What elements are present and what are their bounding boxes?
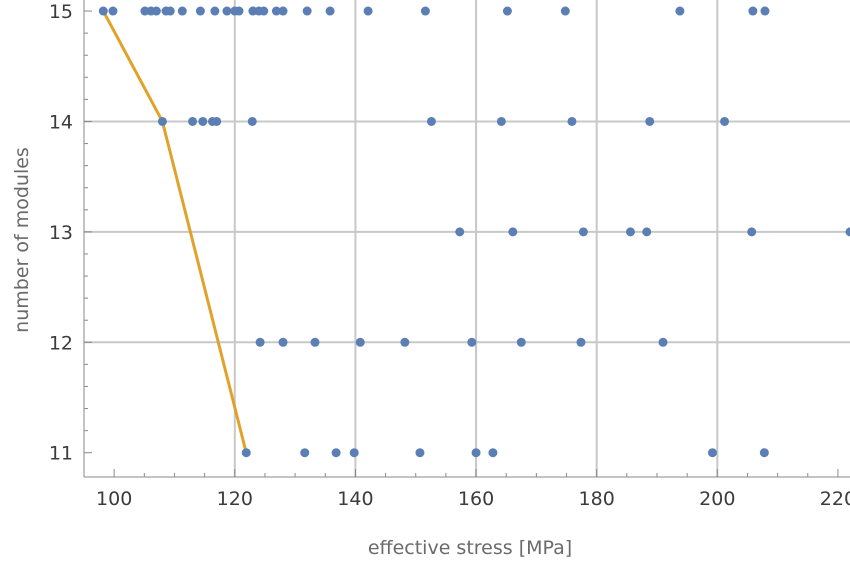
- data-point: [157, 116, 167, 126]
- data-point: [198, 116, 208, 126]
- data-point: [300, 448, 310, 458]
- data-point: [516, 337, 526, 347]
- tick-labels: 100 120 140 160 180 200 220 11 12 13 14 15: [49, 1, 850, 510]
- x-tick-label-180: 180: [579, 488, 615, 510]
- data-point: [471, 448, 481, 458]
- data-point: [278, 6, 288, 16]
- data-point: [255, 337, 265, 347]
- data-point: [415, 448, 425, 458]
- data-point: [222, 6, 232, 16]
- data-point: [325, 6, 335, 16]
- data-point: [331, 448, 341, 458]
- data-point: [642, 227, 652, 237]
- data-point: [567, 116, 577, 126]
- data-point: [467, 337, 477, 347]
- y-tick-label-13: 13: [49, 222, 73, 244]
- data-point: [349, 448, 359, 458]
- data-point: [508, 227, 518, 237]
- data-point: [151, 6, 161, 16]
- data-point: [747, 227, 757, 237]
- data-point: [759, 448, 769, 458]
- data-point: [188, 116, 198, 126]
- data-point: [845, 227, 850, 237]
- data-point: [247, 116, 257, 126]
- data-point: [420, 6, 430, 16]
- x-tick-label-160: 160: [458, 488, 494, 510]
- data-point: [195, 6, 205, 16]
- x-tick-label-140: 140: [337, 488, 373, 510]
- y-tick-label-14: 14: [49, 111, 73, 133]
- data-point: [645, 116, 655, 126]
- data-point: [259, 6, 269, 16]
- data-point: [310, 337, 320, 347]
- gridlines: [84, 0, 850, 477]
- data-point: [488, 448, 498, 458]
- data-point: [108, 6, 118, 16]
- data-point: [576, 337, 586, 347]
- data-points: [98, 6, 850, 458]
- y-tick-label-11: 11: [49, 443, 73, 465]
- data-point: [496, 116, 506, 126]
- data-point: [363, 6, 373, 16]
- data-point: [165, 6, 175, 16]
- x-tick-label-200: 200: [699, 488, 735, 510]
- data-point: [278, 337, 288, 347]
- data-point: [302, 6, 312, 16]
- data-point: [210, 6, 220, 16]
- data-point: [760, 6, 770, 16]
- x-axis-title: effective stress [MPa]: [368, 537, 572, 559]
- data-point: [98, 6, 108, 16]
- data-point: [212, 116, 222, 126]
- data-point: [748, 6, 758, 16]
- data-point: [455, 227, 465, 237]
- data-point: [234, 6, 244, 16]
- data-point: [241, 448, 251, 458]
- data-point: [560, 6, 570, 16]
- data-point: [177, 6, 187, 16]
- data-point: [426, 116, 436, 126]
- data-point: [271, 6, 281, 16]
- data-point: [625, 227, 635, 237]
- data-point: [720, 116, 730, 126]
- data-point: [675, 6, 685, 16]
- data-point: [578, 227, 588, 237]
- y-tick-label-12: 12: [49, 332, 73, 354]
- x-tick-label-100: 100: [96, 488, 132, 510]
- data-point: [707, 448, 717, 458]
- x-tick-label-220: 220: [820, 488, 850, 510]
- x-tick-label-120: 120: [217, 488, 253, 510]
- data-point: [400, 337, 410, 347]
- plot-frame: [83, 0, 850, 478]
- y-axis-title: number of modules: [11, 147, 33, 333]
- data-point: [355, 337, 365, 347]
- data-point: [502, 6, 512, 16]
- y-tick-label-15: 15: [49, 1, 73, 23]
- data-point: [658, 337, 668, 347]
